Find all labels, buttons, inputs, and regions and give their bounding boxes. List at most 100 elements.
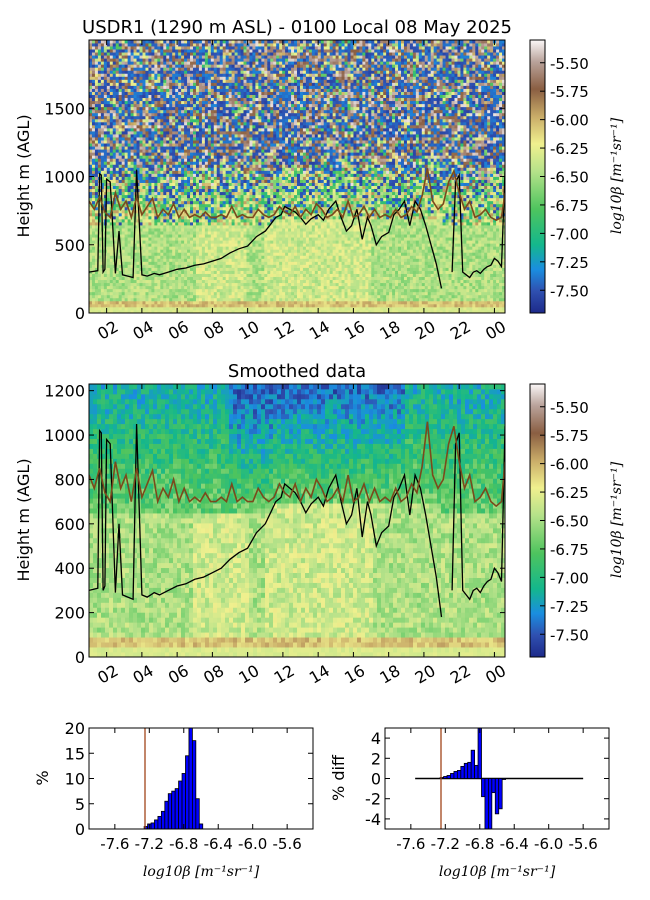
heatmap-cell	[210, 279, 215, 284]
heatmap-cell	[127, 79, 131, 83]
heatmap-cell	[121, 161, 126, 165]
heatmap-cell	[142, 215, 146, 220]
heatmap-cell	[178, 79, 182, 83]
heatmap-cell	[163, 249, 167, 253]
heatmap-cell	[106, 88, 111, 92]
heatmap-cell	[198, 191, 203, 196]
heatmap-cell	[91, 73, 96, 77]
heatmap-cell	[213, 218, 218, 223]
heatmap-cell	[91, 155, 96, 159]
heatmap-cell	[207, 64, 212, 68]
heatmap-cell	[97, 103, 102, 108]
heatmap-cell	[127, 258, 131, 262]
heatmap-cell	[133, 264, 137, 268]
heatmap-cell	[172, 115, 176, 120]
heatmap-cell	[219, 188, 224, 193]
heatmap-cell	[103, 152, 108, 156]
heatmap-cell	[193, 228, 197, 232]
heatmap-cell	[246, 131, 250, 135]
heatmap-cell	[106, 264, 111, 268]
heatmap-cell	[163, 270, 167, 274]
heatmap-cell	[204, 76, 209, 80]
heatmap-cell	[148, 228, 152, 232]
heatmap-cell	[89, 285, 93, 290]
heatmap-cell	[181, 303, 185, 308]
heatmap-cell	[204, 231, 209, 235]
heatmap-cell	[127, 215, 131, 220]
heatmap-cell	[234, 88, 238, 92]
heatmap-cell	[216, 161, 221, 165]
heatmap-cell	[127, 261, 131, 265]
heatmap-cell	[160, 103, 164, 108]
heatmap-cell	[145, 103, 149, 108]
heatmap-cell	[163, 206, 167, 211]
heatmap-cell	[213, 194, 218, 199]
heatmap-cell	[190, 88, 194, 92]
heatmap-cell	[246, 273, 250, 277]
heatmap-cell	[151, 225, 155, 229]
heatmap-cell	[195, 173, 200, 177]
heatmap-cell	[160, 249, 164, 253]
heatmap-cell	[160, 212, 164, 217]
heatmap-cell	[160, 82, 164, 86]
heatmap-cell	[172, 67, 176, 71]
heatmap-cell	[207, 218, 212, 223]
heatmap-cell	[184, 188, 188, 193]
heatmap-cell	[139, 94, 143, 99]
heatmap-cell	[240, 209, 244, 214]
heatmap-cell	[246, 249, 250, 253]
heatmap-cell	[246, 264, 250, 268]
heatmap-cell	[213, 264, 218, 268]
heatmap-cell	[195, 79, 200, 83]
heatmap-cell	[106, 58, 111, 62]
heatmap-cell	[160, 182, 164, 186]
heatmap-cell	[187, 109, 191, 114]
heatmap-cell	[157, 285, 161, 290]
heatmap-cell	[130, 249, 134, 253]
heatmap-cell	[121, 249, 126, 253]
heatmap-cell	[225, 306, 230, 311]
heatmap-cell	[207, 306, 212, 311]
heatmap-cell	[219, 182, 224, 186]
heatmap-cell	[207, 215, 212, 220]
heatmap-cell	[121, 309, 126, 313]
heatmap-cell	[94, 143, 99, 147]
heatmap-cell	[115, 267, 120, 271]
heatmap-cell	[195, 64, 200, 68]
heatmap-cell	[106, 112, 111, 117]
heatmap-cell	[216, 46, 221, 50]
heatmap-cell	[190, 285, 194, 290]
heatmap-cell	[231, 215, 235, 220]
heatmap-cell	[130, 303, 134, 308]
heatmap-cell	[115, 282, 120, 287]
heatmap-cell	[190, 124, 194, 129]
heatmap-cell	[201, 140, 206, 144]
heatmap-cell	[127, 309, 131, 313]
heatmap-cell	[216, 306, 221, 311]
heatmap-cell	[145, 185, 149, 190]
heatmap-cell	[172, 252, 176, 256]
heatmap-cell	[193, 279, 197, 284]
heatmap-cell	[169, 61, 173, 65]
heatmap-cell	[193, 106, 197, 111]
heatmap-cell	[190, 64, 194, 68]
heatmap-cell	[166, 237, 170, 241]
heatmap-cell	[228, 258, 233, 262]
heatmap-cell	[89, 209, 93, 214]
heatmap-cell	[219, 243, 224, 247]
heatmap-cell	[231, 155, 235, 159]
heatmap-cell	[181, 182, 185, 186]
heatmap-cell	[106, 285, 111, 290]
heatmap-cell	[207, 194, 212, 199]
heatmap-cell	[210, 161, 215, 165]
heatmap-cell	[213, 261, 218, 265]
heatmap-cell	[225, 188, 230, 193]
heatmap-cell	[145, 121, 149, 126]
heatmap-cell	[109, 288, 114, 293]
heatmap-cell	[136, 306, 140, 311]
heatmap-cell	[89, 164, 93, 168]
heatmap-cell	[240, 131, 244, 135]
heatmap-cell	[157, 155, 161, 159]
heatmap-cell	[216, 67, 221, 71]
heatmap-cell	[172, 258, 176, 262]
